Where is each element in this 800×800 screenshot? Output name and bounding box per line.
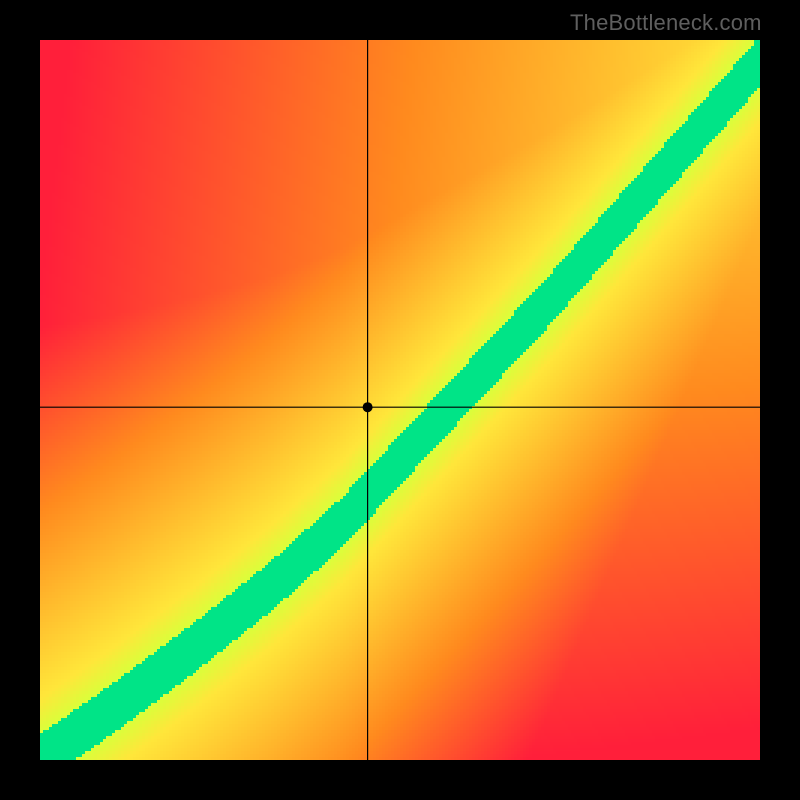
chart-frame: TheBottleneck.com bbox=[0, 0, 800, 800]
bottleneck-heatmap bbox=[0, 0, 800, 800]
watermark-text: TheBottleneck.com bbox=[570, 10, 762, 36]
crosshair-marker bbox=[363, 402, 373, 412]
heatmap-raster bbox=[40, 40, 760, 760]
